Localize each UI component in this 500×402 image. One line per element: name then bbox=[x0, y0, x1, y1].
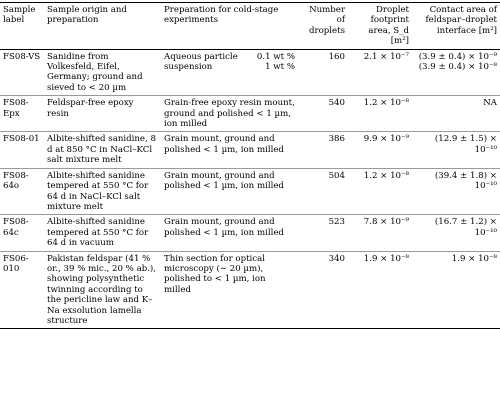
sample-table: Sample label Sample origin and preparati… bbox=[0, 2, 500, 329]
cell-prep: Grain mount, ground and polished < 1 µm,… bbox=[164, 134, 284, 155]
cell-prep: Aqueous particle suspension 0.1 wt % 1 w… bbox=[161, 49, 298, 96]
cell-droplets: 386 bbox=[328, 134, 345, 145]
cell-label: FS06-010 bbox=[3, 253, 29, 274]
header-origin: Sample origin and preparation bbox=[47, 5, 127, 26]
cell-label: FS08-VS bbox=[3, 51, 41, 62]
table-header: Sample label Sample origin and preparati… bbox=[0, 2, 500, 50]
cell-contact: (16.7 ± 1.2) × 10⁻¹⁰ bbox=[434, 217, 497, 238]
cell-contact: (39.4 ± 1.8) × 10⁻¹⁰ bbox=[434, 170, 497, 192]
cell-origin: Feldspar-free epoxy resin bbox=[47, 98, 134, 119]
table-row: FS08-Epx Feldspar-free epoxy resin Grain… bbox=[0, 96, 500, 132]
cell-contact: (12.9 ± 1.5) × 10⁻¹⁰ bbox=[434, 134, 497, 155]
cell-droplets: 504 bbox=[328, 170, 345, 181]
table-row: FS08-VS Sanidine from Volkesfeld, Eifel,… bbox=[0, 49, 500, 96]
header-footprint: Droplet footprint area, S_d [m²] bbox=[368, 5, 409, 47]
cell-footprint: 1.2 × 10⁻⁸ bbox=[363, 170, 409, 181]
cell-origin: Albite-shifted sanidine tempered at 550 … bbox=[47, 217, 149, 249]
header-droplets: Number of droplets bbox=[309, 5, 345, 36]
prep-text: Aqueous particle suspension bbox=[164, 51, 238, 73]
cell-droplets: 540 bbox=[328, 98, 345, 109]
contact-value: (3.9 ± 0.4) × 10⁻⁹ bbox=[418, 51, 497, 62]
cell-footprint: 1.2 × 10⁻⁸ bbox=[363, 98, 409, 109]
cell-origin: Albite-shifted sanidine, 8 d at 850 °C i… bbox=[47, 134, 156, 166]
cell-prep: Grain-free epoxy resin mount, ground and… bbox=[164, 98, 295, 130]
cell-footprint: 7.8 × 10⁻⁹ bbox=[363, 217, 409, 228]
cell-origin: Sanidine from Volkesfeld, Eifel, Germany… bbox=[47, 51, 143, 93]
cell-contact: NA bbox=[483, 98, 497, 109]
cell-label: FS08-01 bbox=[3, 134, 40, 145]
cell-droplets: 160 bbox=[328, 51, 345, 62]
cell-footprint: 2.1 × 10⁻⁷ bbox=[363, 51, 409, 62]
cell-contact: 1.9 × 10⁻⁸ bbox=[451, 253, 497, 264]
cell-label: FS08-64c bbox=[3, 217, 29, 238]
table-row: FS06-010 Pakistan feldspar (41 % or., 39… bbox=[0, 251, 500, 329]
cell-origin: Pakistan feldspar (41 % or., 39 % mic., … bbox=[47, 253, 157, 326]
cell-contact: (3.9 ± 0.4) × 10⁻⁹ (3.9 ± 0.4) × 10⁻⁸ bbox=[412, 49, 500, 96]
cell-droplets: 523 bbox=[328, 217, 345, 228]
cell-origin: Albite-shifted sanidine tempered at 550 … bbox=[47, 170, 149, 212]
header-label: Sample label bbox=[3, 5, 36, 26]
header-prep: Preparation for cold-stage experiments bbox=[164, 5, 279, 26]
cell-label: FS08-64o bbox=[3, 170, 29, 192]
cell-droplets: 340 bbox=[328, 253, 345, 264]
cell-footprint: 1.9 × 10⁻⁸ bbox=[363, 253, 409, 264]
table-row: FS08-01 Albite-shifted sanidine, 8 d at … bbox=[0, 132, 500, 169]
contact-value: (3.9 ± 0.4) × 10⁻⁸ bbox=[418, 62, 497, 73]
header-contact: Contact area of feldspar–droplet interfa… bbox=[425, 5, 497, 36]
table-body: FS08-VS Sanidine from Volkesfeld, Eifel,… bbox=[0, 49, 500, 329]
cell-prep: Thin section for optical microscopy (∼ 2… bbox=[164, 253, 266, 295]
cell-label: FS08-Epx bbox=[3, 98, 29, 119]
cell-prep: Grain mount, ground and polished < 1 µm,… bbox=[164, 170, 284, 192]
prep-concentration: 0.1 wt % bbox=[256, 51, 295, 62]
table-row: FS08-64o Albite-shifted sanidine tempere… bbox=[0, 168, 500, 215]
cell-prep: Grain mount, ground and polished < 1 µm,… bbox=[164, 217, 284, 238]
table-row: FS08-64c Albite-shifted sanidine tempere… bbox=[0, 215, 500, 252]
cell-footprint: 9.9 × 10⁻⁹ bbox=[363, 134, 409, 145]
prep-concentration: 1 wt % bbox=[265, 62, 295, 73]
